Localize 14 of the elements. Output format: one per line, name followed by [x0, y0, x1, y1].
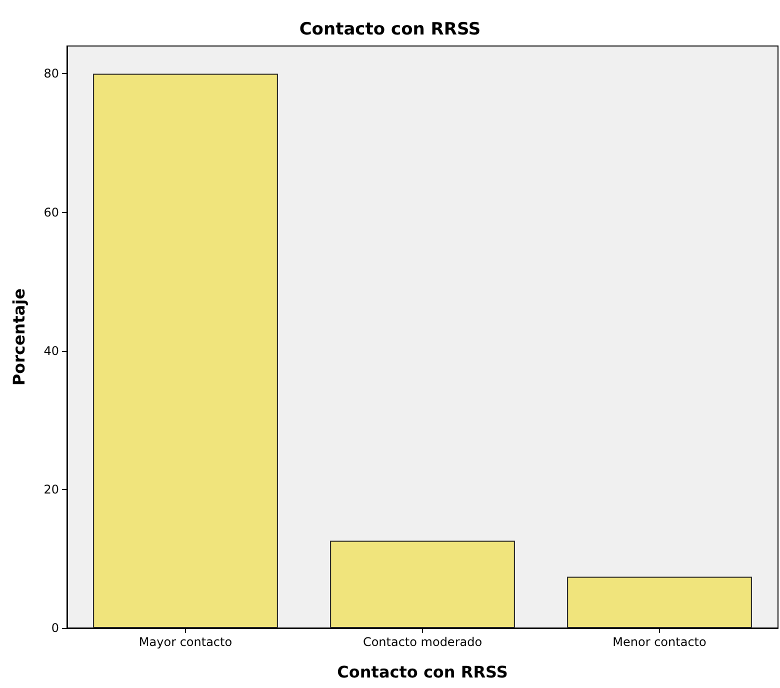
- y-tick-label: 40: [44, 344, 59, 358]
- bar: [93, 74, 278, 628]
- x-tick-label: Mayor contacto: [138, 635, 232, 649]
- x-tick-label: Contacto moderado: [362, 635, 482, 649]
- y-tick-label: 80: [44, 66, 59, 81]
- y-axis-title: Porcentaje: [10, 288, 28, 386]
- chart-title: Contacto con RRSS: [299, 20, 481, 40]
- x-tick-label: Menor contacto: [612, 635, 706, 649]
- bar: [330, 540, 515, 628]
- y-tick-label: 0: [51, 621, 59, 635]
- y-tick-label: 60: [44, 205, 59, 220]
- bar: [567, 576, 752, 628]
- y-tick-label: 20: [44, 482, 59, 496]
- x-axis-title: Contacto con RRSS: [337, 662, 508, 682]
